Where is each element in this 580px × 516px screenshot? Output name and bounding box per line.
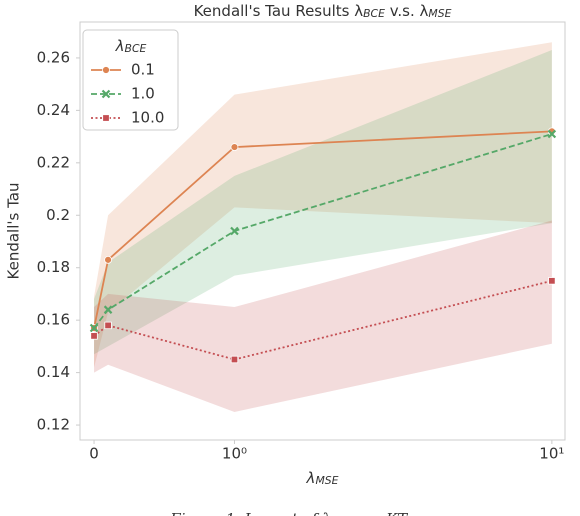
x-axis-label-part: MSE [315, 474, 338, 487]
legend-label: 0.1 [131, 61, 155, 79]
legend-label: 1.0 [131, 85, 155, 103]
legend-title: λBCE [115, 37, 147, 55]
confidence-band [94, 50, 552, 355]
legend-marker [102, 66, 110, 74]
y-tick-label: 0.12 [37, 416, 70, 434]
x-axis-label-part: λ [306, 469, 316, 487]
chart-title-part: MSE [428, 7, 451, 20]
legend-label: 10.0 [131, 109, 164, 127]
x-tick-label: 0 [89, 445, 99, 463]
chart-title-part: BCE [363, 7, 385, 20]
y-tick-label: 0.16 [37, 311, 70, 329]
series-line [93, 279, 553, 361]
y-axis-label: Kendall's Tau [5, 183, 23, 280]
legend-title-part: λ [115, 37, 125, 55]
confidence-band [94, 220, 552, 412]
y-tick-label: 0.24 [37, 101, 70, 119]
marker [103, 305, 113, 314]
marker [230, 226, 239, 236]
marker [89, 323, 99, 333]
caption: Figure 1. Impact of λMSE on KT. [169, 510, 409, 516]
marker [90, 332, 98, 340]
marker [230, 355, 239, 364]
marker [104, 255, 112, 264]
x-tick-label: 10⁰ [222, 445, 247, 463]
marker [548, 277, 556, 285]
chart-title: Kendall's Tau Results λBCE v.s. λMSE [194, 2, 452, 20]
caption-part: Figure 1. Impact of λ [169, 510, 331, 516]
chart-title-part: Kendall's Tau Results λ [194, 2, 364, 20]
marker [104, 321, 112, 330]
legend-marker [102, 114, 110, 122]
y-tick-label: 0.14 [37, 363, 70, 381]
series-line [93, 130, 552, 329]
x-axis-label: λMSE [306, 469, 339, 487]
x-tick-label: 10¹ [539, 445, 564, 463]
marker [547, 129, 557, 139]
y-tick-label: 0.22 [37, 153, 70, 171]
legend-box [82, 29, 179, 131]
y-tick-label: 0.26 [37, 48, 70, 66]
series-line [93, 133, 553, 329]
y-tick-label: 0.2 [46, 206, 70, 224]
caption-part: on KT. [358, 510, 410, 516]
marker [230, 143, 239, 151]
legend-marker [101, 89, 111, 99]
chart-title-part: v.s. λ [385, 2, 429, 20]
legend-title-part: BCE [125, 42, 147, 55]
y-tick-label: 0.18 [37, 258, 70, 276]
